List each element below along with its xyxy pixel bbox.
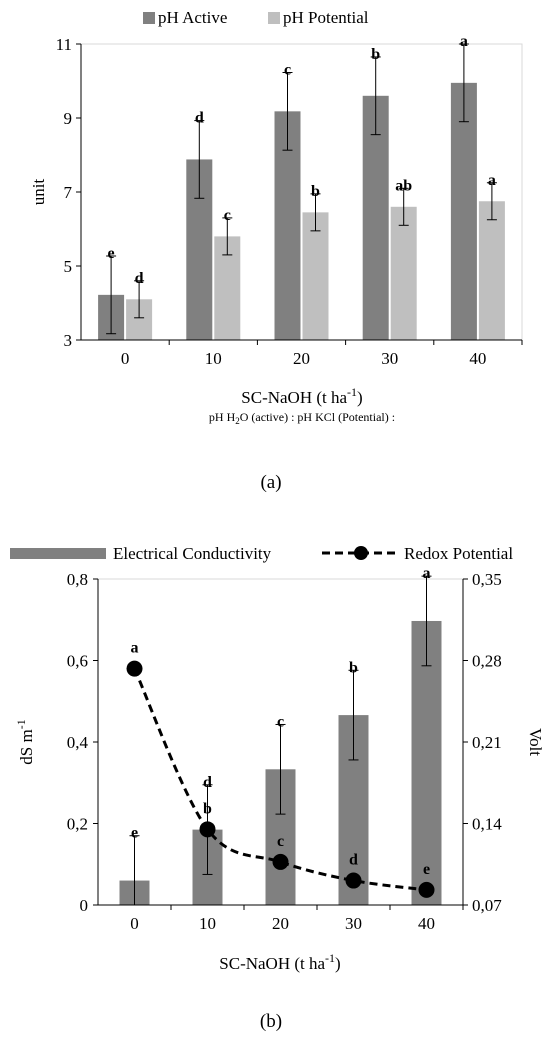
redox-point	[345, 872, 362, 889]
x-tick-label: 20	[293, 349, 310, 368]
panel-label-b: (b)	[260, 1011, 282, 1032]
redox-point	[272, 853, 289, 870]
chart-a: pH Active pH Potential e d d c c b b ab a a 3 5 7 9 1…	[29, 8, 523, 493]
y-tick-label: 9	[64, 109, 73, 128]
legend-b: Electrical Conductivity Redox Potential	[10, 544, 513, 563]
sig-letter: c	[224, 207, 231, 224]
x-tick-label: 0	[121, 349, 130, 368]
y-tick-label: 7	[64, 183, 73, 202]
y-axis-title-a: unit	[29, 179, 48, 206]
bar-ph-potential	[478, 201, 505, 340]
x-tick-label: 10	[205, 349, 222, 368]
y2-tick-label: 0,28	[472, 652, 502, 671]
y2-tick-label: 0,07	[472, 896, 502, 915]
sig-letters-a: e d d c c b b ab a a	[108, 33, 496, 287]
sig-letter-redox: d	[349, 852, 358, 869]
y-ticks-a: 3 5 7 9 11	[56, 35, 81, 350]
legend-label-ec: Electrical Conductivity	[113, 544, 272, 563]
legend-marker-redox	[354, 546, 368, 560]
y2-tick-label: 0,21	[472, 733, 502, 752]
y-tick-label: 0,4	[67, 733, 89, 752]
sig-letter-ec: a	[423, 565, 431, 582]
legend-swatch-ec	[10, 548, 106, 559]
y2-axis-title-b: Volt	[526, 728, 543, 756]
x-ticks-a: 0 10 20 30 40	[121, 340, 523, 368]
legend-label-ph-active: pH Active	[158, 8, 227, 27]
chart-b: Electrical Conductivity Redox Potential …	[10, 544, 543, 1032]
redox-point	[418, 881, 435, 898]
x-tick-label: 0	[130, 914, 139, 933]
y-tick-label: 0,8	[67, 570, 88, 589]
legend-a: pH Active pH Potential	[143, 8, 369, 27]
y2-ticks-b: 0,07 0,14 0,21 0,28 0,35	[463, 570, 502, 915]
sig-letter-ec: e	[131, 825, 138, 842]
sig-letter: d	[195, 110, 204, 127]
legend-label-ph-potential: pH Potential	[283, 8, 369, 27]
sig-letter-ec: c	[277, 713, 284, 730]
sig-letter: a	[460, 33, 468, 50]
legend-swatch-ph-active	[143, 12, 155, 24]
sig-letters-b: e d c b a a b c d e	[131, 565, 431, 878]
x-tick-label: 20	[272, 914, 289, 933]
y-tick-label: 0	[80, 896, 89, 915]
x-axis-title-a: SC-NaOH (t ha-1)	[241, 385, 362, 407]
sig-letter-ec: b	[349, 659, 358, 676]
bar-ph-active	[450, 82, 477, 340]
legend-swatch-ph-potential	[268, 12, 280, 24]
y-ticks-b: 0 0,2 0,4 0,6 0,8	[67, 570, 98, 915]
sig-letter-ec: d	[203, 774, 212, 791]
sig-letter-redox: e	[423, 861, 430, 878]
y-tick-label: 0,2	[67, 815, 88, 834]
y-tick-label: 11	[56, 35, 72, 54]
x-tick-label: 40	[418, 914, 435, 933]
x-tick-label: 40	[469, 349, 486, 368]
sig-letter-redox: c	[277, 833, 284, 850]
sig-letter: b	[311, 183, 320, 200]
sig-letter-redox: b	[203, 800, 212, 817]
sig-letter: c	[284, 61, 291, 78]
x-axis-note-a: pH H2O (active) : pH KCl (Potential) :	[209, 410, 395, 426]
panel-label-a: (a)	[260, 472, 281, 493]
error-bars-a	[106, 43, 497, 335]
x-tick-label: 10	[199, 914, 216, 933]
redox-line-b	[126, 660, 435, 898]
y-tick-label: 0,6	[67, 652, 88, 671]
bars-a	[98, 82, 505, 340]
redox-point	[126, 660, 143, 677]
y2-tick-label: 0,14	[472, 815, 502, 834]
x-axis-title-b: SC-NaOH (t ha-1)	[219, 951, 340, 973]
bar-ph-active	[362, 95, 389, 340]
y-tick-label: 5	[64, 257, 73, 276]
sig-letter: b	[371, 46, 380, 63]
bar-ph-potential	[390, 206, 417, 340]
sig-letter: ab	[395, 177, 412, 194]
y-tick-label: 3	[64, 331, 73, 350]
x-tick-label: 30	[345, 914, 362, 933]
sig-letter: d	[135, 270, 144, 287]
x-ticks-b: 0 10 20 30 40	[130, 905, 464, 933]
sig-letter: a	[488, 172, 496, 189]
legend-label-redox: Redox Potential	[404, 544, 513, 563]
sig-letter-redox: a	[131, 640, 139, 657]
y-axis-title-b: dS m-1	[14, 719, 36, 764]
y2-tick-label: 0,35	[472, 570, 502, 589]
x-tick-label: 30	[381, 349, 398, 368]
redox-point	[199, 821, 216, 838]
sig-letter: e	[108, 245, 115, 262]
bar-ph-potential	[302, 212, 329, 340]
bar-electrical-conductivity	[411, 620, 442, 905]
